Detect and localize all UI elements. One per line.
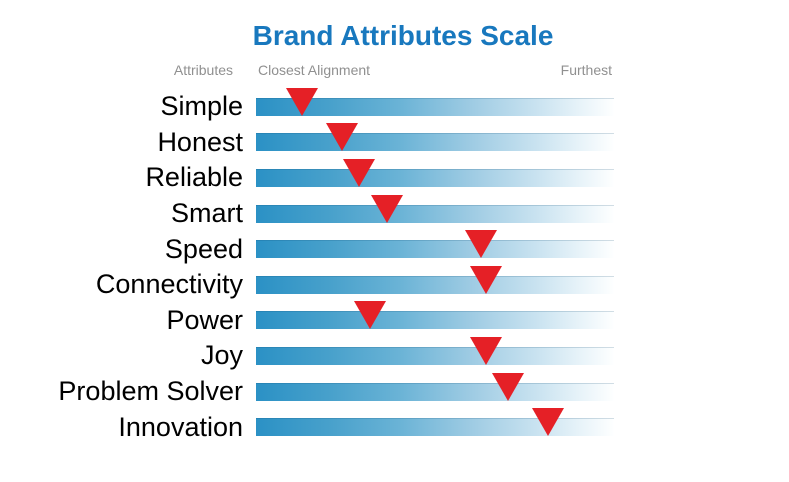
marker-triangle-icon <box>353 301 386 330</box>
marker-triangle-icon <box>492 372 525 401</box>
attribute-row: Smart <box>0 194 614 232</box>
attribute-row: Joy <box>0 336 614 374</box>
attribute-row: Power <box>0 301 614 339</box>
scale-bar-track <box>256 336 614 365</box>
header-closest-alignment: Closest Alignment <box>258 62 371 78</box>
gradient-scale-bar <box>256 418 614 437</box>
header-attributes: Attributes <box>173 62 233 78</box>
scale-bar-track <box>256 372 614 401</box>
marker-triangle-icon <box>325 123 358 152</box>
marker-triangle-icon <box>371 194 404 223</box>
gradient-scale-bar <box>256 240 614 259</box>
attribute-label: Honest <box>157 126 243 157</box>
marker-triangle-icon <box>469 336 502 365</box>
attribute-label: Smart <box>170 198 243 229</box>
scale-bar-track <box>256 265 614 294</box>
gradient-scale-bar <box>256 168 614 187</box>
marker-triangle-icon <box>285 87 318 116</box>
attribute-label: Innovation <box>118 411 243 442</box>
gradient-scale-bar <box>256 133 614 152</box>
scale-bar-track <box>256 158 614 187</box>
attribute-label: Joy <box>200 340 243 371</box>
attribute-label: Speed <box>164 233 243 264</box>
marker-triangle-icon <box>469 265 502 294</box>
attribute-label: Problem Solver <box>58 376 243 407</box>
marker-triangle-icon <box>532 408 565 437</box>
header-scale-labels: Closest Alignment Furthest <box>256 62 614 78</box>
attribute-row: Speed <box>0 230 614 267</box>
attribute-row: Reliable <box>0 158 614 196</box>
gradient-scale-bar <box>256 97 614 116</box>
gradient-scale-bar <box>256 275 614 294</box>
attribute-row: Honest <box>0 123 614 161</box>
attribute-row: Simple <box>0 87 614 125</box>
scale-bar-track <box>256 123 614 152</box>
gradient-scale-bar <box>256 346 614 365</box>
scale-bar-track <box>256 301 614 330</box>
attribute-label: Power <box>166 304 243 335</box>
gradient-scale-bar <box>256 204 614 223</box>
attribute-label: Connectivity <box>95 269 243 300</box>
scale-bar-track <box>256 87 614 116</box>
marker-triangle-icon <box>343 158 376 187</box>
chart-title: Brand Attributes Scale <box>252 20 554 51</box>
scale-bar-track <box>256 408 614 437</box>
gradient-scale-bar <box>256 382 614 401</box>
attribute-rows: Simple Honest Reliable Smart <box>0 87 614 445</box>
gradient-scale-bar <box>256 311 614 330</box>
attribute-row: Connectivity <box>0 265 614 303</box>
attribute-label: Reliable <box>145 162 243 193</box>
header-furthest: Furthest <box>560 62 612 78</box>
column-header-row: Attributes Closest Alignment Furthest <box>0 62 614 78</box>
attribute-row: Innovation <box>0 408 614 445</box>
scale-bar-track <box>256 194 614 223</box>
attribute-row: Problem Solver <box>0 372 614 410</box>
scale-bar-track <box>256 230 614 259</box>
attribute-label: Simple <box>160 91 243 122</box>
marker-triangle-icon <box>464 230 497 259</box>
